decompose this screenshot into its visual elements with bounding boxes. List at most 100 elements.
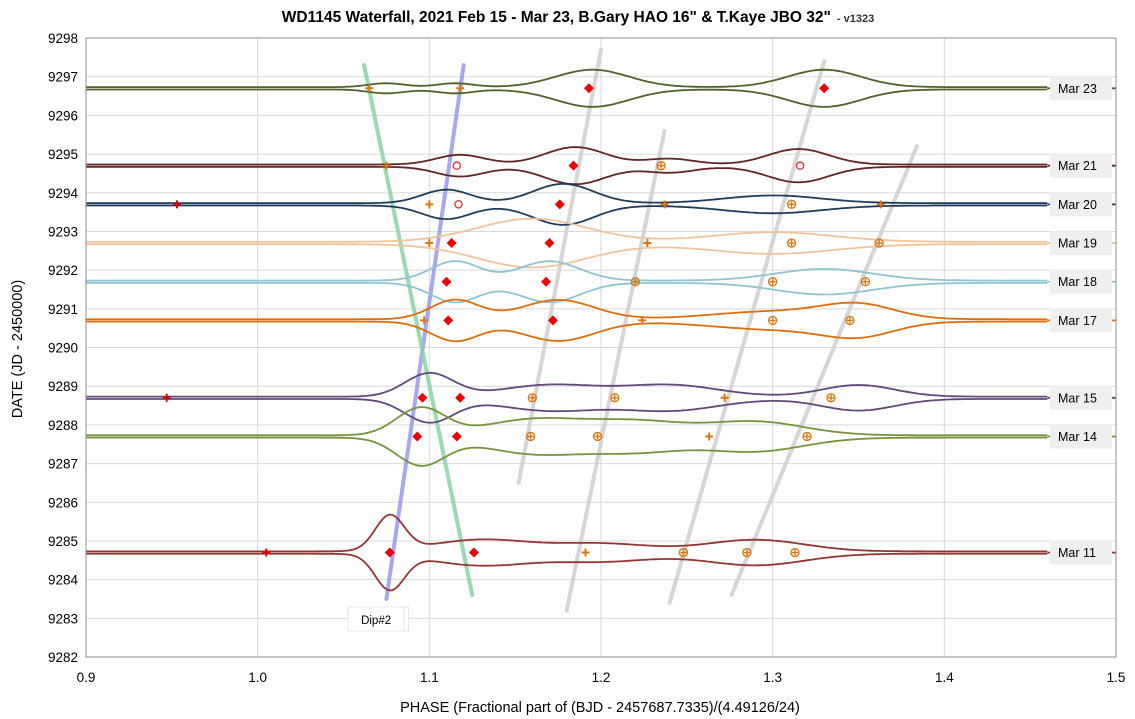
marker-circle-plus: [527, 393, 538, 403]
date-label-box: [1050, 424, 1112, 449]
marker-plus: [456, 84, 465, 93]
marker-diamond: [554, 199, 565, 210]
x-tick-label: 1.2: [592, 670, 611, 685]
series-upper-envelope: [86, 260, 1048, 282]
series-upper-envelope: [86, 183, 1048, 205]
marker-circle-plus-cross: [788, 201, 795, 208]
marker-plus: [638, 316, 647, 325]
chart-title-group: WD1145 Waterfall, 2021 Feb 15 - Mar 23, …: [282, 9, 874, 26]
marker-diamond: [455, 392, 466, 403]
date-label-box: [1050, 308, 1112, 333]
phase-guide-line: [564, 128, 667, 613]
marker-plus: [162, 393, 171, 402]
marker-plus: [262, 548, 271, 557]
marker-circle: [795, 161, 805, 170]
marker-circle: [452, 161, 462, 170]
marker-diamond: [547, 315, 558, 326]
marker-circle-plus: [790, 547, 800, 558]
date-label-box: [1050, 76, 1112, 101]
y-tick-label: 9288: [48, 418, 78, 433]
marker-circle-plus: [742, 547, 752, 558]
series-upper-envelope: [86, 298, 1048, 321]
chart-title-text: WD1145 Waterfall, 2021 Feb 15 - Mar 23, …: [282, 9, 831, 26]
marker-plus: [425, 200, 434, 209]
marker-diamond: [468, 547, 479, 558]
date-label-text: Mar 14: [1058, 430, 1097, 444]
y-tick-label: 9282: [48, 650, 78, 665]
marker-circle-plus-cross: [788, 240, 795, 247]
chart-title: WD1145 Waterfall, 2021 Feb 15 - Mar 23, …: [282, 9, 874, 26]
marker-circle-plus-cross: [527, 433, 534, 440]
marker-plus: [660, 200, 669, 209]
date-label-text: Mar 18: [1058, 275, 1097, 289]
marker-diamond: [412, 431, 423, 442]
marker-circle-plus-cross: [828, 394, 835, 401]
y-tick-label: 9293: [48, 224, 78, 239]
marker-circle-plus-cross: [529, 394, 536, 401]
marker-plus: [425, 239, 434, 248]
marker-circle-plus-cross: [846, 317, 853, 324]
marker-plus: [382, 161, 391, 170]
marker-plus: [365, 84, 374, 93]
marker-diamond: [384, 547, 395, 558]
marker-diamond: [819, 83, 830, 94]
marker-circle-plus-cross: [791, 549, 798, 556]
x-tick-labels: 0.9 1.0 1.1 1.2 1.3 1.4 1.5: [77, 670, 1126, 685]
marker-diamond: [443, 315, 454, 326]
series-upper-envelope: [86, 217, 1048, 243]
y-tick-label: 9289: [48, 379, 78, 394]
marker-circle-plus: [610, 393, 620, 403]
y-tick-label: 9287: [48, 457, 78, 472]
date-label-text: Mar 17: [1058, 314, 1097, 328]
guide-lines: [362, 47, 919, 613]
x-tick-label: 1.5: [1107, 670, 1126, 685]
marker-diamond: [441, 276, 452, 287]
series-lower-envelope: [86, 320, 1048, 343]
marker-plus: [172, 200, 181, 209]
marker-circle-plus-cross: [862, 278, 869, 285]
marker-circle-plus: [826, 393, 836, 403]
marker-diamond: [568, 160, 579, 171]
y-tick-label: 9298: [48, 31, 78, 46]
series-lower-envelope: [86, 552, 1048, 592]
date-label-box: [1050, 153, 1112, 178]
dip-label-box: [347, 606, 405, 632]
y-tick-label: 9283: [48, 611, 78, 626]
x-tick-label: 1.0: [248, 670, 267, 685]
date-label-text: Mar 11: [1058, 546, 1096, 560]
marker-circle-plus: [786, 199, 797, 210]
guide-line-dip2: [362, 63, 475, 598]
date-label-mar-23: Mar 23: [1050, 76, 1112, 101]
series-date-labels: Mar 23 Mar 21 Mar 20 Mar 19 Mar 18 Mar 17 Mar …: [1050, 76, 1112, 565]
date-label-text: Mar 23: [1058, 82, 1097, 96]
series-lower-envelope: [86, 398, 1048, 424]
marker-plus: [420, 316, 429, 325]
marker-circle-plus-cross: [804, 433, 810, 440]
date-label-mar-18: Mar 18: [1050, 269, 1112, 294]
y-tick-label: 9291: [48, 302, 78, 317]
marker-plus: [581, 548, 590, 557]
y-axis-label: DATE (JD - 2450000): [10, 280, 26, 418]
marker-plus: [720, 393, 729, 402]
y-tick-labels: 9282 9283 9284 9285 9286 9287 9288 9289 9290 9291…: [48, 31, 79, 665]
marker-circle-plus: [678, 547, 689, 558]
x-tick-label: 0.9: [77, 670, 96, 685]
date-label-box: [1050, 269, 1112, 294]
date-label-box: [1050, 231, 1112, 256]
y-tick-label: 9286: [48, 495, 78, 510]
series-lower-envelope: [86, 204, 1048, 226]
marker-circle-plus: [656, 160, 666, 171]
phase-guide-line: [729, 144, 919, 598]
marker-circle-plus: [845, 315, 855, 326]
marker-circle-plus: [860, 277, 871, 287]
date-label-text: Mar 21: [1058, 159, 1097, 173]
x-axis-label: PHASE (Fractional part of (BJD - 2457687…: [400, 700, 800, 716]
series-upper-envelope: [86, 406, 1048, 437]
date-label-mar-21: Mar 21: [1050, 153, 1112, 178]
marker-group: [162, 83, 885, 558]
date-label-mar-11: Mar 11: [1050, 540, 1112, 565]
marker-diamond: [446, 238, 457, 249]
y-tick-label: 9290: [48, 341, 78, 356]
y-tick-label: 9285: [48, 534, 78, 549]
chart-subtitle: - v1323: [837, 13, 874, 25]
